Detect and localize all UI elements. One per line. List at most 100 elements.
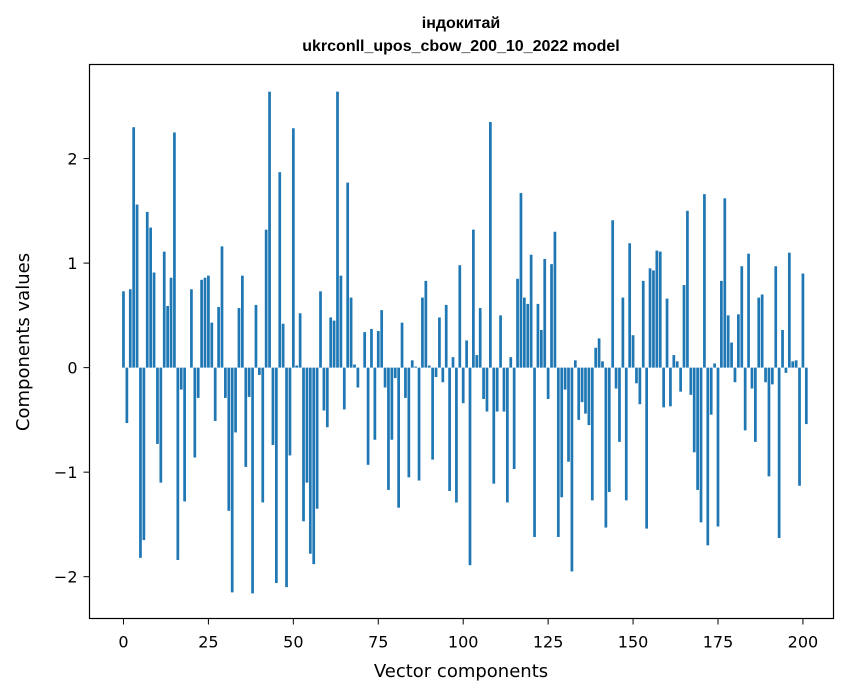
bar (777, 367, 781, 539)
bar (475, 355, 479, 368)
bar (556, 367, 560, 537)
bar (271, 367, 275, 445)
bar (438, 317, 441, 368)
bar (329, 317, 333, 368)
bar (706, 367, 710, 546)
bar (149, 227, 153, 368)
bar (699, 367, 703, 523)
y-axis-label: Components values (13, 253, 34, 431)
bar (278, 172, 282, 368)
bar (176, 367, 180, 560)
x-axis-label: Vector components (374, 661, 548, 682)
bar (210, 322, 214, 368)
bar (611, 220, 615, 368)
y-tick-label: 0 (67, 359, 77, 378)
y-tick-label: −1 (54, 463, 78, 482)
bar (234, 367, 237, 433)
bar (424, 280, 428, 368)
bar (781, 330, 784, 368)
bar (506, 367, 509, 503)
bar (794, 360, 798, 368)
bar (196, 367, 200, 398)
bar (492, 367, 496, 484)
bar (577, 367, 581, 420)
bar (570, 367, 574, 572)
bar (607, 367, 611, 493)
bar (308, 367, 312, 554)
bar (179, 367, 183, 390)
bar (373, 367, 377, 440)
x-tick-label: 125 (533, 633, 564, 652)
x-tick-label: 25 (198, 633, 218, 652)
bar (665, 298, 669, 368)
bar (431, 367, 434, 460)
bar (804, 367, 808, 425)
bar (648, 268, 652, 368)
bar (241, 275, 244, 368)
bar (499, 315, 502, 368)
bar (397, 367, 401, 508)
bar (553, 231, 557, 368)
bar (281, 323, 285, 368)
bar (726, 315, 730, 368)
bar (638, 367, 642, 405)
bar (162, 251, 166, 368)
bar (156, 367, 159, 444)
bar (720, 280, 723, 368)
bar (366, 367, 370, 465)
bar (458, 265, 462, 368)
bar (376, 331, 380, 368)
bar (546, 367, 550, 399)
bar (230, 367, 234, 593)
bar (465, 340, 468, 368)
bar (268, 91, 271, 368)
bar (339, 275, 343, 368)
bar (597, 338, 601, 368)
bar (567, 367, 570, 462)
bar (604, 367, 608, 528)
bar (451, 357, 455, 368)
bar (125, 367, 129, 424)
bar (764, 367, 767, 383)
bar (529, 254, 533, 368)
bar (441, 367, 445, 383)
bar (336, 91, 339, 368)
bar (166, 305, 169, 368)
bar (363, 332, 367, 368)
bar (145, 211, 149, 368)
bar (169, 277, 173, 368)
bar (539, 330, 543, 368)
bar (370, 328, 373, 368)
x-tick-label: 150 (618, 633, 649, 652)
bar (302, 367, 305, 522)
x-tick-label: 50 (283, 633, 303, 652)
bar (258, 367, 261, 375)
bar (342, 367, 346, 410)
bar (696, 367, 699, 490)
bar (563, 367, 567, 390)
bar (584, 367, 587, 414)
bar (472, 229, 475, 368)
y-tick-label: −2 (54, 568, 78, 587)
bar (628, 243, 632, 368)
bar (740, 266, 744, 368)
bar (380, 310, 384, 368)
x-axis: 0 25 50 75 100 125 150 175 200 (118, 618, 818, 652)
bar (641, 280, 645, 368)
bar (410, 360, 414, 368)
bar (322, 367, 326, 411)
bar (325, 367, 329, 428)
bar (747, 253, 750, 368)
bar (203, 277, 207, 368)
bar (237, 308, 241, 368)
bar (427, 365, 431, 368)
bar (590, 367, 594, 501)
bar (614, 367, 618, 389)
bar (274, 367, 278, 583)
bar (594, 347, 598, 368)
bar (560, 367, 564, 498)
bar (159, 367, 163, 483)
bar (217, 307, 220, 368)
bar (142, 367, 146, 541)
